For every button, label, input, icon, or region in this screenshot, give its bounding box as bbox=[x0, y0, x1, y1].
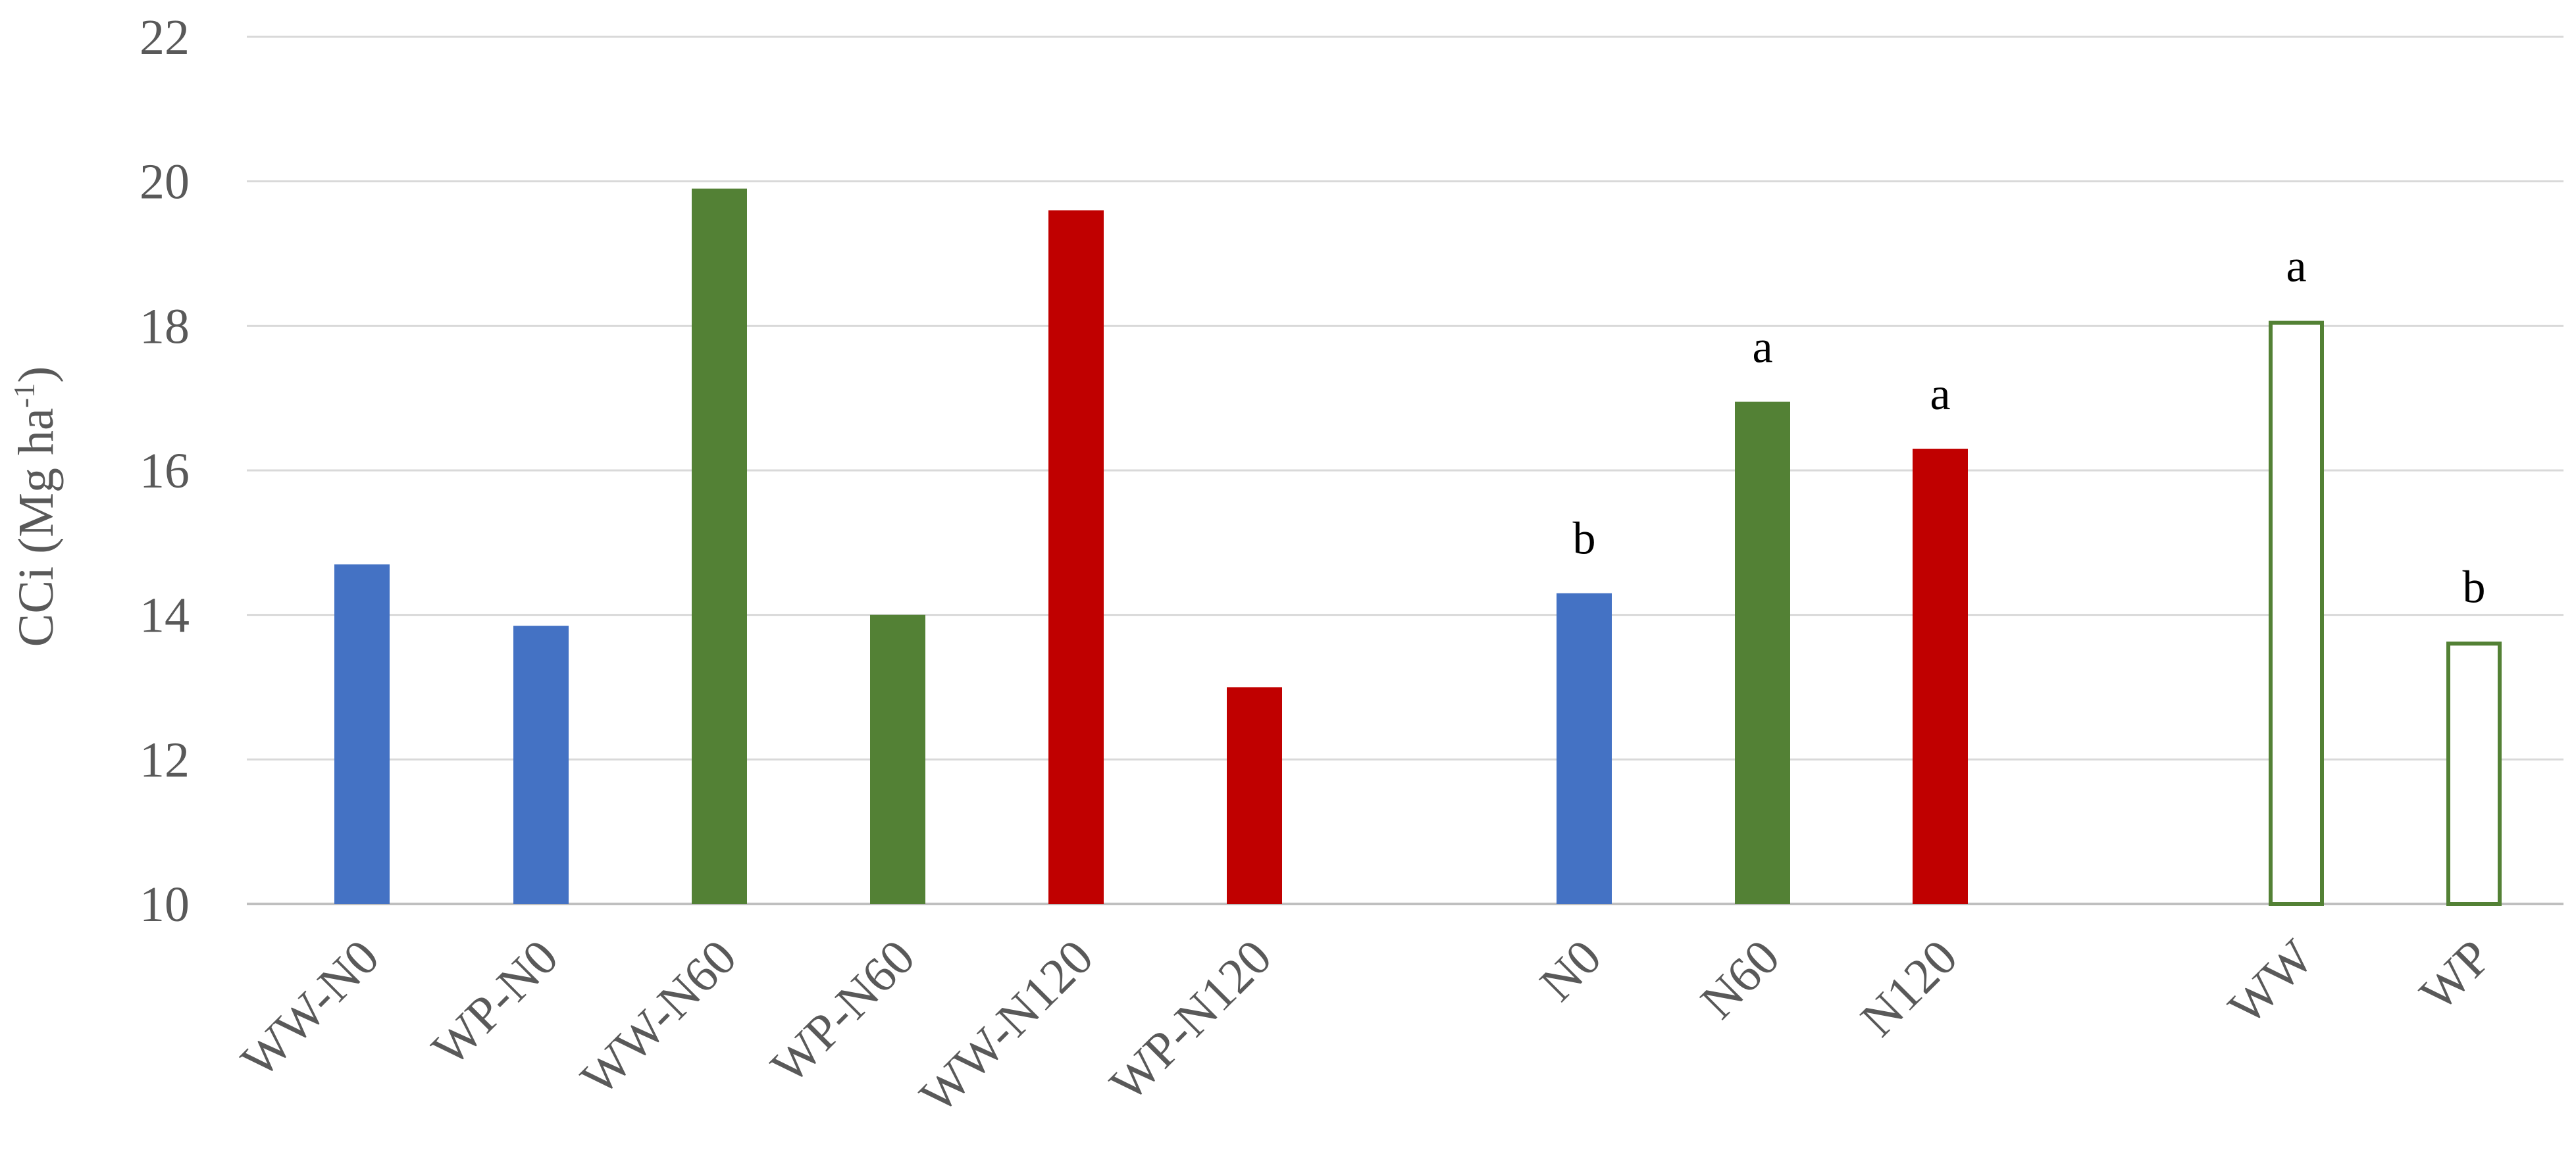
y-tick-label: 20 bbox=[140, 155, 190, 210]
bar-wp-n60 bbox=[870, 614, 925, 904]
bar-n60 bbox=[1735, 401, 1790, 904]
y-tick-label: 22 bbox=[140, 10, 190, 65]
y-axis-title-main: CCi (Mg ha bbox=[9, 408, 64, 647]
x-category-label: WW-N120 bbox=[910, 930, 1104, 1124]
significance-label: a bbox=[1752, 322, 1772, 373]
bar-wp bbox=[2446, 641, 2502, 906]
significance-label: a bbox=[2286, 241, 2306, 292]
x-category-label: WW-N60 bbox=[571, 930, 747, 1106]
x-category-label: WP bbox=[2409, 930, 2502, 1022]
bar-wp-n0 bbox=[513, 626, 569, 904]
y-axis-ticks: 10 12 14 16 18 20 22 bbox=[140, 10, 190, 932]
x-category-label: N120 bbox=[1850, 930, 1968, 1047]
bars bbox=[334, 188, 2502, 906]
bar-n0 bbox=[1557, 593, 1612, 904]
x-category-label: WW-N0 bbox=[231, 930, 390, 1088]
y-tick-label: 10 bbox=[140, 877, 190, 932]
significance-label: b bbox=[1573, 514, 1596, 564]
bar-ww-n60 bbox=[692, 188, 747, 904]
x-category-label: N60 bbox=[1690, 930, 1790, 1030]
bar-ww-n120 bbox=[1048, 210, 1104, 905]
significance-label: a bbox=[1930, 369, 1950, 420]
x-category-label: WP-N60 bbox=[761, 930, 925, 1094]
x-category-label: WW bbox=[2218, 929, 2324, 1035]
bar-ww bbox=[2269, 320, 2324, 906]
y-tick-label: 12 bbox=[140, 732, 190, 788]
y-axis-title-end: ) bbox=[9, 366, 64, 383]
significance-labels: b a a a b bbox=[1573, 241, 2486, 613]
x-category-label: WP-N120 bbox=[1100, 930, 1282, 1112]
y-axis-title-superscript: -1 bbox=[7, 383, 41, 408]
y-axis-title: CCi (Mg ha-1) bbox=[7, 366, 64, 647]
x-category-label: N0 bbox=[1530, 930, 1612, 1012]
bar-n120 bbox=[1913, 449, 1968, 904]
y-tick-label: 14 bbox=[140, 588, 190, 643]
x-category-label: WP-N0 bbox=[421, 930, 569, 1077]
y-tick-label: 18 bbox=[140, 299, 190, 354]
significance-label: b bbox=[2463, 562, 2486, 612]
y-tick-label: 16 bbox=[140, 443, 190, 499]
gridlines bbox=[247, 36, 2563, 905]
bar-ww-n0 bbox=[334, 564, 390, 904]
bar-wp-n120 bbox=[1227, 687, 1282, 904]
